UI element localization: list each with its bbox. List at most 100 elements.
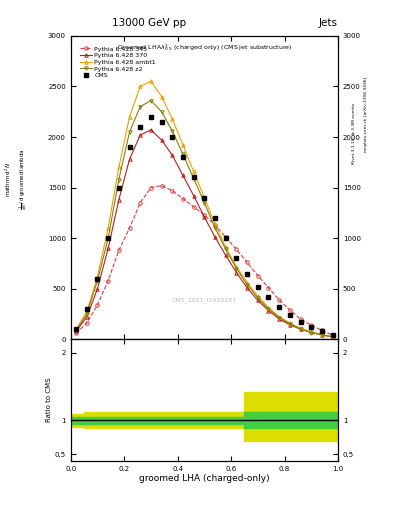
Pythia 6.428 345	[298, 316, 303, 322]
Pythia 6.428 370	[309, 329, 314, 335]
CMS	[288, 312, 292, 318]
CMS	[106, 235, 110, 241]
Pythia 6.428 370	[330, 334, 335, 340]
Pythia 6.428 345	[234, 246, 239, 252]
Pythia 6.428 370	[170, 152, 174, 158]
Pythia 6.428 345	[74, 330, 79, 336]
Pythia 6.428 345	[266, 285, 271, 291]
Pythia 6.428 ambt1	[191, 168, 196, 175]
CMS	[255, 284, 260, 290]
CMS	[149, 114, 153, 120]
Text: CMS_2021_I1920187: CMS_2021_I1920187	[172, 297, 237, 303]
Pythia 6.428 345	[288, 307, 292, 313]
Pythia 6.428 370	[138, 132, 143, 138]
Pythia 6.428 z2	[127, 129, 132, 135]
CMS	[191, 175, 196, 181]
CMS	[127, 144, 132, 150]
Pythia 6.428 370	[320, 332, 324, 338]
Pythia 6.428 z2	[266, 306, 271, 312]
Pythia 6.428 345	[320, 327, 324, 333]
CMS	[170, 134, 174, 140]
Pythia 6.428 z2	[309, 329, 314, 335]
Pythia 6.428 ambt1	[170, 116, 174, 122]
Pythia 6.428 370	[95, 286, 100, 292]
Pythia 6.428 345	[223, 234, 228, 240]
Pythia 6.428 370	[116, 197, 121, 203]
Pythia 6.428 z2	[159, 109, 164, 115]
Pythia 6.428 345	[95, 302, 100, 308]
Pythia 6.428 345	[213, 222, 217, 228]
Pythia 6.428 ambt1	[127, 114, 132, 120]
Pythia 6.428 ambt1	[223, 244, 228, 250]
Pythia 6.428 345	[202, 212, 207, 218]
CMS	[266, 294, 271, 300]
CMS	[245, 270, 250, 276]
Legend: Pythia 6.428 345, Pythia 6.428 370, Pythia 6.428 ambt1, Pythia 6.428 z2, CMS: Pythia 6.428 345, Pythia 6.428 370, Pyth…	[79, 45, 157, 79]
Pythia 6.428 345	[255, 272, 260, 279]
Pythia 6.428 z2	[213, 225, 217, 231]
Pythia 6.428 370	[213, 234, 217, 240]
Line: Pythia 6.428 ambt1: Pythia 6.428 ambt1	[74, 80, 334, 338]
Pythia 6.428 z2	[245, 282, 250, 288]
Pythia 6.428 z2	[255, 295, 260, 301]
CMS	[213, 215, 217, 221]
Pythia 6.428 z2	[234, 266, 239, 272]
Pythia 6.428 z2	[320, 332, 324, 338]
Pythia 6.428 ambt1	[74, 326, 79, 332]
CMS	[298, 319, 303, 325]
Y-axis label: Ratio to CMS: Ratio to CMS	[46, 378, 52, 422]
Pythia 6.428 370	[74, 328, 79, 334]
Pythia 6.428 ambt1	[84, 309, 89, 315]
Pythia 6.428 370	[202, 214, 207, 220]
Pythia 6.428 ambt1	[277, 313, 281, 319]
Pythia 6.428 370	[223, 252, 228, 259]
Pythia 6.428 345	[309, 322, 314, 328]
Pythia 6.428 370	[255, 297, 260, 304]
Pythia 6.428 ambt1	[255, 293, 260, 299]
Pythia 6.428 z2	[95, 278, 100, 284]
Pythia 6.428 345	[84, 320, 89, 326]
Pythia 6.428 ambt1	[213, 221, 217, 227]
Pythia 6.428 370	[245, 285, 250, 291]
Pythia 6.428 345	[170, 187, 174, 194]
Pythia 6.428 z2	[277, 314, 281, 321]
Pythia 6.428 370	[288, 322, 292, 328]
Pythia 6.428 ambt1	[245, 280, 250, 286]
Pythia 6.428 370	[84, 314, 89, 320]
CMS	[202, 195, 207, 201]
Pythia 6.428 ambt1	[202, 195, 207, 201]
Pythia 6.428 345	[330, 332, 335, 338]
Pythia 6.428 ambt1	[181, 142, 185, 148]
Pythia 6.428 ambt1	[106, 225, 110, 231]
Pythia 6.428 ambt1	[234, 264, 239, 270]
Pythia 6.428 ambt1	[95, 273, 100, 280]
CMS	[309, 324, 314, 330]
Pythia 6.428 345	[191, 204, 196, 210]
Pythia 6.428 z2	[74, 327, 79, 333]
Pythia 6.428 345	[181, 196, 185, 202]
CMS	[159, 119, 164, 125]
Text: $\mathrm{mathrm\,d}^2N$: $\mathrm{mathrm\,d}^2N$	[3, 162, 13, 197]
Pythia 6.428 370	[234, 269, 239, 275]
Text: $\frac{1}{\mathrm{d}N}\,/\,\mathrm{d}\,\mathrm{groomed\,lambda}$: $\frac{1}{\mathrm{d}N}\,/\,\mathrm{d}\,\…	[18, 148, 29, 210]
CMS	[277, 304, 281, 310]
Pythia 6.428 z2	[298, 326, 303, 332]
Line: Pythia 6.428 z2: Pythia 6.428 z2	[74, 99, 334, 339]
CMS	[95, 275, 100, 282]
Text: Jets: Jets	[319, 18, 338, 28]
Pythia 6.428 370	[106, 245, 110, 251]
Pythia 6.428 z2	[191, 176, 196, 182]
CMS	[84, 306, 89, 312]
Pythia 6.428 ambt1	[320, 331, 324, 337]
CMS	[138, 124, 143, 130]
Pythia 6.428 z2	[181, 151, 185, 157]
Pythia 6.428 z2	[106, 235, 110, 241]
Pythia 6.428 370	[191, 193, 196, 199]
Pythia 6.428 ambt1	[138, 83, 143, 90]
Pythia 6.428 345	[245, 260, 250, 266]
X-axis label: groomed LHA (charged-only): groomed LHA (charged-only)	[139, 475, 270, 483]
CMS	[181, 154, 185, 160]
Text: Rivet 3.1.10, ≥ 3.3M events: Rivet 3.1.10, ≥ 3.3M events	[352, 102, 356, 163]
CMS	[74, 326, 79, 332]
Pythia 6.428 370	[266, 308, 271, 314]
